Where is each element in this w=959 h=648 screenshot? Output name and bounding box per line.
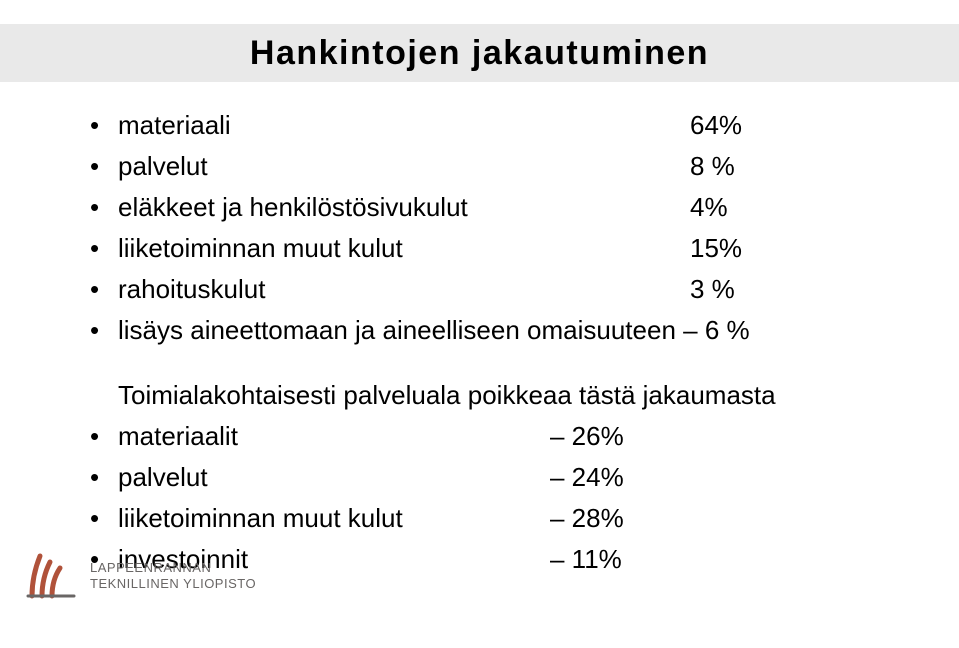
list-item: • eläkkeet ja henkilöstösivukulut 4% [90, 192, 899, 223]
list-item: • lisäys aineettomaan ja aineelliseen om… [90, 315, 899, 346]
list-item: • palvelut – 24% [90, 462, 899, 493]
list-item: • palvelut 8 % [90, 151, 899, 182]
list-item: • liiketoiminnan muut kulut 15% [90, 233, 899, 264]
item-value: 64% [690, 110, 742, 141]
bullet-icon: • [90, 235, 118, 261]
item-value: 15% [690, 233, 742, 264]
sub-heading: Toimialakohtaisesti palveluala poikkeaa … [90, 380, 899, 411]
bullet-icon: • [90, 317, 118, 343]
footer-logo: LAPPEENRANNAN TEKNILLINEN YLIOPISTO [24, 548, 256, 604]
item-value: – 26% [550, 421, 624, 452]
item-label: materiaalit [118, 421, 899, 452]
item-label: eläkkeet ja henkilöstösivukulut [118, 192, 899, 223]
bullet-icon: • [90, 194, 118, 220]
slide-title: Hankintojen jakautuminen [250, 34, 709, 73]
sub-heading-text: Toimialakohtaisesti palveluala poikkeaa … [118, 380, 776, 411]
list-item: • liiketoiminnan muut kulut – 28% [90, 503, 899, 534]
university-name: LAPPEENRANNAN TEKNILLINEN YLIOPISTO [90, 560, 256, 593]
item-value: – 24% [550, 462, 624, 493]
item-value: 4% [690, 192, 728, 223]
bullet-icon: • [90, 505, 118, 531]
content-area: • materiaali 64% • palvelut 8 % • eläkke… [90, 110, 899, 585]
list-item: • materiaalit – 26% [90, 421, 899, 452]
list-item: • rahoituskulut 3 % [90, 274, 899, 305]
logo-line1: LAPPEENRANNAN [90, 560, 256, 576]
university-logo-icon [24, 548, 80, 604]
item-value: – 11% [550, 544, 622, 575]
item-label: rahoituskulut [118, 274, 899, 305]
item-label: liiketoiminnan muut kulut [118, 233, 899, 264]
item-label: palvelut [118, 462, 899, 493]
bullet-icon: • [90, 276, 118, 302]
item-value: 8 % [690, 151, 735, 182]
bullet-icon: • [90, 423, 118, 449]
logo-line2: TEKNILLINEN YLIOPISTO [90, 576, 256, 592]
item-label: lisäys aineettomaan ja aineelliseen omai… [118, 315, 899, 346]
bullet-icon: • [90, 112, 118, 138]
item-value: 3 % [690, 274, 735, 305]
bullet-icon: • [90, 464, 118, 490]
title-bar: Hankintojen jakautuminen [0, 24, 959, 82]
bullet-icon: • [90, 153, 118, 179]
item-label: palvelut [118, 151, 899, 182]
item-label: liiketoiminnan muut kulut [118, 503, 899, 534]
item-value: – 28% [550, 503, 624, 534]
list-item: • materiaali 64% [90, 110, 899, 141]
item-label: materiaali [118, 110, 899, 141]
